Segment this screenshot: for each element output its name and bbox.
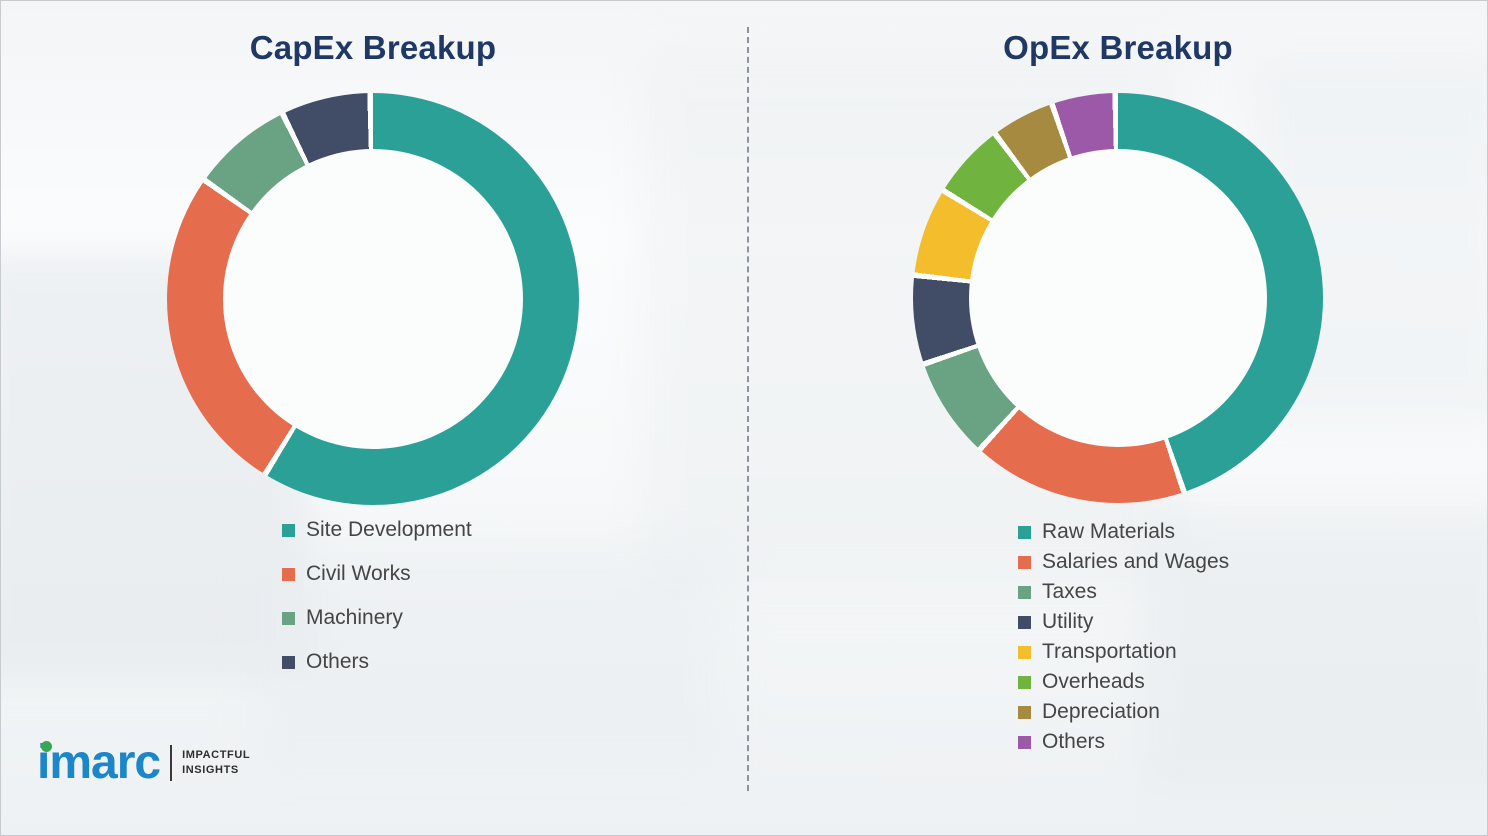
legend-swatch — [1018, 555, 1031, 569]
legend-label: Civil Works — [306, 562, 411, 585]
legend-label: Utility — [1042, 610, 1094, 633]
legend-swatch — [1018, 645, 1031, 659]
logo-tagline: IMPACTFUL INSIGHTS — [182, 748, 250, 779]
legend-swatch — [1018, 675, 1031, 689]
tagline-line2: INSIGHTS — [182, 764, 239, 776]
legend-item: Raw Materials — [1018, 519, 1229, 545]
legend-swatch — [1018, 585, 1031, 599]
logo-i-dot-icon — [41, 741, 52, 752]
legend-swatch — [1018, 705, 1031, 719]
legend-label: Others — [1042, 730, 1106, 753]
legend-item: Taxes — [1018, 579, 1229, 605]
tagline-line1: IMPACTFUL — [182, 748, 251, 761]
legend-swatch — [1018, 615, 1031, 629]
legend-label: Others — [306, 650, 370, 673]
opex-legend: Raw Materials Salaries and Wages Taxes Util… — [1018, 519, 1229, 759]
legend-label: Taxes — [1042, 580, 1097, 603]
legend-label: Site Development — [306, 518, 472, 541]
legend-swatch — [282, 567, 295, 581]
capex-donut-chart — [167, 93, 579, 505]
legend-swatch — [282, 655, 295, 669]
opex-donut-chart — [913, 93, 1323, 503]
legend-swatch — [282, 523, 295, 537]
legend-item: Salaries and Wages — [1018, 549, 1229, 575]
legend-label: Overheads — [1042, 670, 1145, 693]
legend-item: Civil Works — [282, 561, 472, 587]
legend-item: Others — [1018, 729, 1229, 755]
section-divider — [747, 27, 749, 791]
imarc-wordmark: imarc — [37, 736, 161, 789]
legend-label: Transportation — [1042, 640, 1177, 663]
legend-item: Utility — [1018, 609, 1229, 635]
legend-label: Machinery — [306, 606, 403, 629]
capex-title: CapEx Breakup — [249, 29, 497, 66]
legend-item: Depreciation — [1018, 699, 1229, 725]
legend-item: Transportation — [1018, 639, 1229, 665]
legend-item: Others — [282, 649, 472, 675]
legend-item: Machinery — [282, 605, 472, 631]
legend-label: Raw Materials — [1042, 520, 1176, 543]
legend-item: Site Development — [282, 517, 472, 543]
legend-swatch — [1018, 525, 1031, 539]
legend-swatch — [282, 611, 295, 625]
imarc-wordmark-wrap: imarc — [37, 736, 161, 789]
legend-label: Depreciation — [1042, 700, 1160, 723]
legend-label: Salaries and Wages — [1042, 550, 1230, 573]
imarc-logo: imarc IMPACTFUL INSIGHTS — [37, 739, 250, 787]
capex-legend: Site Development Civil Works Machinery Othe… — [282, 517, 472, 693]
logo-separator — [170, 745, 173, 781]
opex-title: OpEx Breakup — [1003, 29, 1233, 66]
legend-item: Overheads — [1018, 669, 1229, 695]
legend-swatch — [1018, 735, 1031, 749]
